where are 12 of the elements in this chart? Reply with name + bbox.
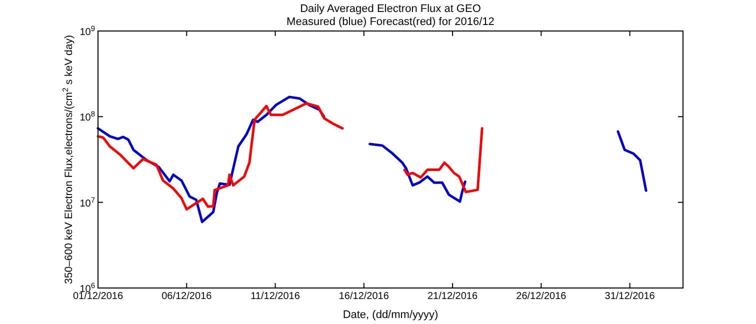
x-tick-label: 31/12/2016	[604, 291, 656, 302]
y-tick-label: 10$^{7}$	[80, 194, 95, 210]
chart-title: Daily Averaged Electron Flux at GEO	[300, 3, 482, 15]
y-tick-label: 10$^{9}$	[80, 24, 95, 38]
x-tick-label: 16/12/2016	[338, 291, 390, 302]
y-tick-label: 10$^{8}$	[80, 109, 95, 124]
x-tick-label: 11/12/2016	[250, 291, 300, 302]
x-tick-label: 26/12/2016	[516, 291, 567, 302]
x-axis-title: Date, (dd/mm/yyyy)	[342, 309, 438, 321]
chart-subtitle: Measured (blue) Forecast(red) for 2016/12	[286, 16, 494, 28]
x-tick-label: 21/12/2016	[428, 291, 478, 302]
x-tick-label: 06/12/2016	[162, 291, 212, 302]
